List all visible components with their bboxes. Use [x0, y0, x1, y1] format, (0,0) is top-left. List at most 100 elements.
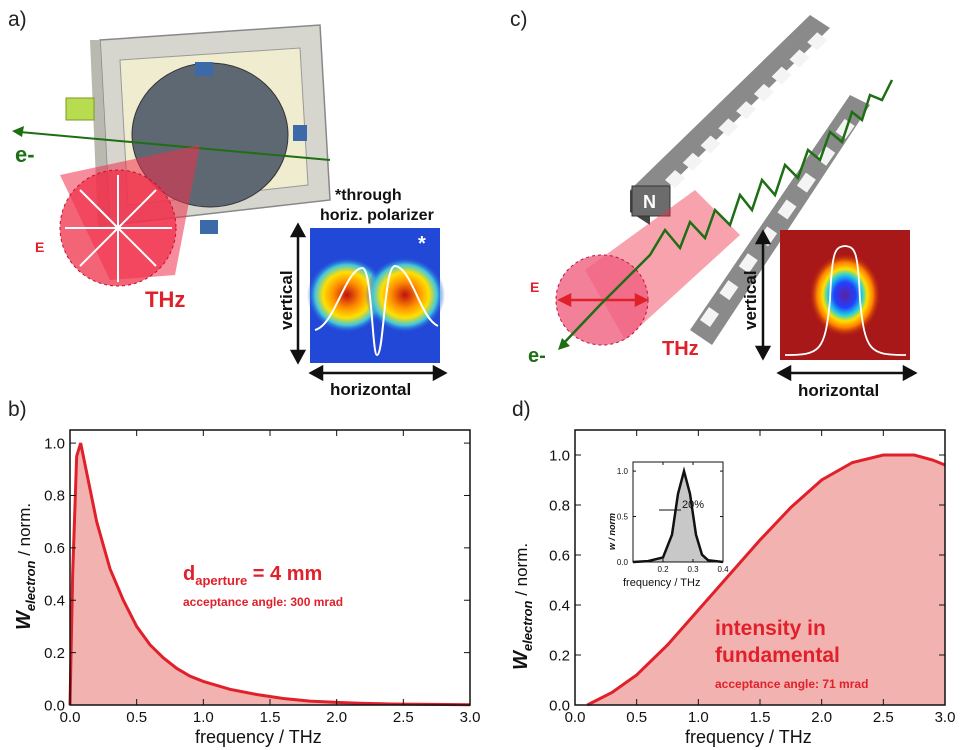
axis-horizontal-c: horizontal [798, 381, 879, 400]
chart-b-ylabel-main: W [13, 609, 35, 630]
inset-xtick-label: 0.3 [687, 565, 699, 574]
chart-b-ytick-label: 0.6 [44, 540, 65, 557]
chart-b-xtick-label: 1.0 [193, 709, 214, 726]
magnet-stripe [807, 32, 828, 51]
inset-frame [632, 461, 724, 563]
chart-b-area [70, 443, 470, 705]
thz-label-a: THz [145, 287, 185, 312]
chart-d-ytick-label: 0.4 [549, 597, 570, 614]
magnet-stripe [718, 118, 739, 137]
linear-polarization-arrow [557, 292, 649, 308]
electron-trajectory [561, 79, 894, 346]
chart-d-xtick-label: 3.0 [935, 709, 956, 726]
magnet-n-block [631, 185, 671, 217]
electron-beam-line [19, 131, 331, 161]
bolt-icons [195, 62, 307, 234]
chart-d-xtick-label: 2.5 [873, 709, 894, 726]
chart-b-xlabel: frequency / THz [195, 727, 322, 747]
magnet-stripe [789, 49, 810, 68]
chart-d-ylabel-rest: / norm. [512, 543, 531, 601]
vertical-axis-arrow-a [289, 222, 307, 365]
magnet-label: N [643, 192, 656, 212]
chart-d-annotation-2: fundamental [715, 644, 840, 667]
field-symbol-c: E [530, 279, 539, 295]
chart-d-annotation-1: intensity in [715, 617, 826, 640]
chart-b-ytick-label: 1.0 [44, 435, 65, 452]
thz-label-c: THz [662, 338, 699, 360]
chart-d-ytick-label: 1.0 [549, 447, 570, 464]
chart-b-annotation: daperture = 4 mm [183, 563, 322, 588]
chart-d-xtick-label: 1.0 [688, 709, 709, 726]
inset-ytick-label: 0.5 [617, 512, 629, 521]
inset-xtick-label: 0.2 [657, 565, 669, 574]
field-symbol-a: E [35, 239, 44, 255]
horizontal-axis-arrow-c [776, 364, 918, 382]
chart-b-xtick-label: 1.5 [260, 709, 281, 726]
chart-d: 0.0 0.5 1.0 1.5 2.0 2.5 3.00.00.20.40.60.81.0 … [510, 429, 956, 747]
magnet-stripe [682, 152, 703, 171]
chart-b-ytick-label: 0.0 [44, 697, 65, 714]
chart-b-annotation-main: d [183, 563, 195, 585]
chart-b-xtick-label: 0.5 [126, 709, 147, 726]
chart-d-xtick-label: 0.5 [626, 709, 647, 726]
magnet-stripe [771, 66, 792, 85]
chart-d-line [586, 453, 946, 707]
chart-d-xtick-label: 1.5 [750, 709, 771, 726]
axis-horizontal-a: horizontal [330, 380, 411, 399]
magnet-stripe [753, 83, 774, 102]
chart-b-annotation-sub: aperture [195, 573, 247, 588]
polarizer-note-line2: horiz. polarizer [320, 207, 434, 224]
chart-d-ylabel: Welectron / norm. [510, 543, 535, 670]
chart-b-xtick-label: 2.0 [326, 709, 347, 726]
magnet-stripes-top [665, 32, 828, 188]
magnet-stripe [700, 135, 721, 154]
magnet-stripes-bottom [700, 118, 855, 327]
magnet-stripe [719, 280, 739, 301]
profile-image-a: * [307, 228, 445, 363]
chart-b-annotation-2: acceptance angle: 300 mrad [183, 595, 343, 609]
chart-d-ylabel-sub: electron [520, 600, 535, 651]
chart-b-annotation-rest: = 4 mm [247, 563, 322, 585]
electron-label-a: e- [15, 142, 35, 167]
magnet-stripe [665, 170, 685, 188]
inset-xtick-label: 0.4 [717, 565, 729, 574]
horizontal-axis-arrow-a [308, 364, 448, 382]
profile-image-c [780, 230, 910, 360]
chart-d-xtick-label: 2.0 [811, 709, 832, 726]
magnet-stripe [700, 307, 719, 327]
chart-d-ytick-label: 0.6 [549, 547, 570, 564]
chart-b-ylabel: Welectron / norm. [13, 503, 38, 630]
electron-arrow-icon-c [558, 338, 570, 350]
chart-b-ylabel-rest: / norm. [15, 503, 34, 561]
inset-xlabel: frequency / THz [623, 577, 700, 589]
panel-c-illustration: N e- E THz vertical horizontal [528, 15, 918, 400]
magnet-stripe [777, 199, 797, 220]
magnet-stripe [796, 172, 816, 193]
chart-d-ylabel-main: W [510, 649, 532, 670]
inset-line [632, 466, 724, 564]
chart-b-ytick-label: 0.4 [44, 592, 65, 609]
inset-ytick-label: 0.0 [617, 558, 629, 567]
inset-ytick-label: 1.0 [617, 467, 629, 476]
panel-a-illustration: e- E THz *through horiz. polarizer * [12, 24, 448, 399]
polarizer-note-line1: *through [335, 187, 402, 204]
chart-b-xtick-label: 3.0 [460, 709, 481, 726]
chart-b-xtick-label: 0.0 [60, 709, 81, 726]
chart-d-ytick-label: 0.0 [549, 697, 570, 714]
chart-d-ytick-label: 0.2 [549, 647, 570, 664]
axis-vertical-c: vertical [741, 270, 760, 330]
magnet-stripe [738, 253, 758, 274]
inset-annotation: 20% [682, 499, 704, 511]
chart-d-area [587, 455, 945, 705]
chart-b-ytick-label: 0.8 [44, 488, 65, 505]
magnet-stripe [736, 101, 757, 120]
electron-arrow-icon [12, 126, 24, 137]
chart-d-annotation-3: acceptance angle: 71 mrad [715, 677, 868, 691]
chart-b-ylabel-sub: electron [23, 560, 38, 611]
chart-b-xtick-label: 2.5 [393, 709, 414, 726]
inset-area [633, 471, 723, 562]
chart-b-ytick-label: 0.2 [44, 645, 65, 662]
star-marker: * [418, 233, 426, 255]
inset-ylabel: w / norm [607, 513, 617, 550]
panel-c-label: c) [510, 8, 528, 31]
